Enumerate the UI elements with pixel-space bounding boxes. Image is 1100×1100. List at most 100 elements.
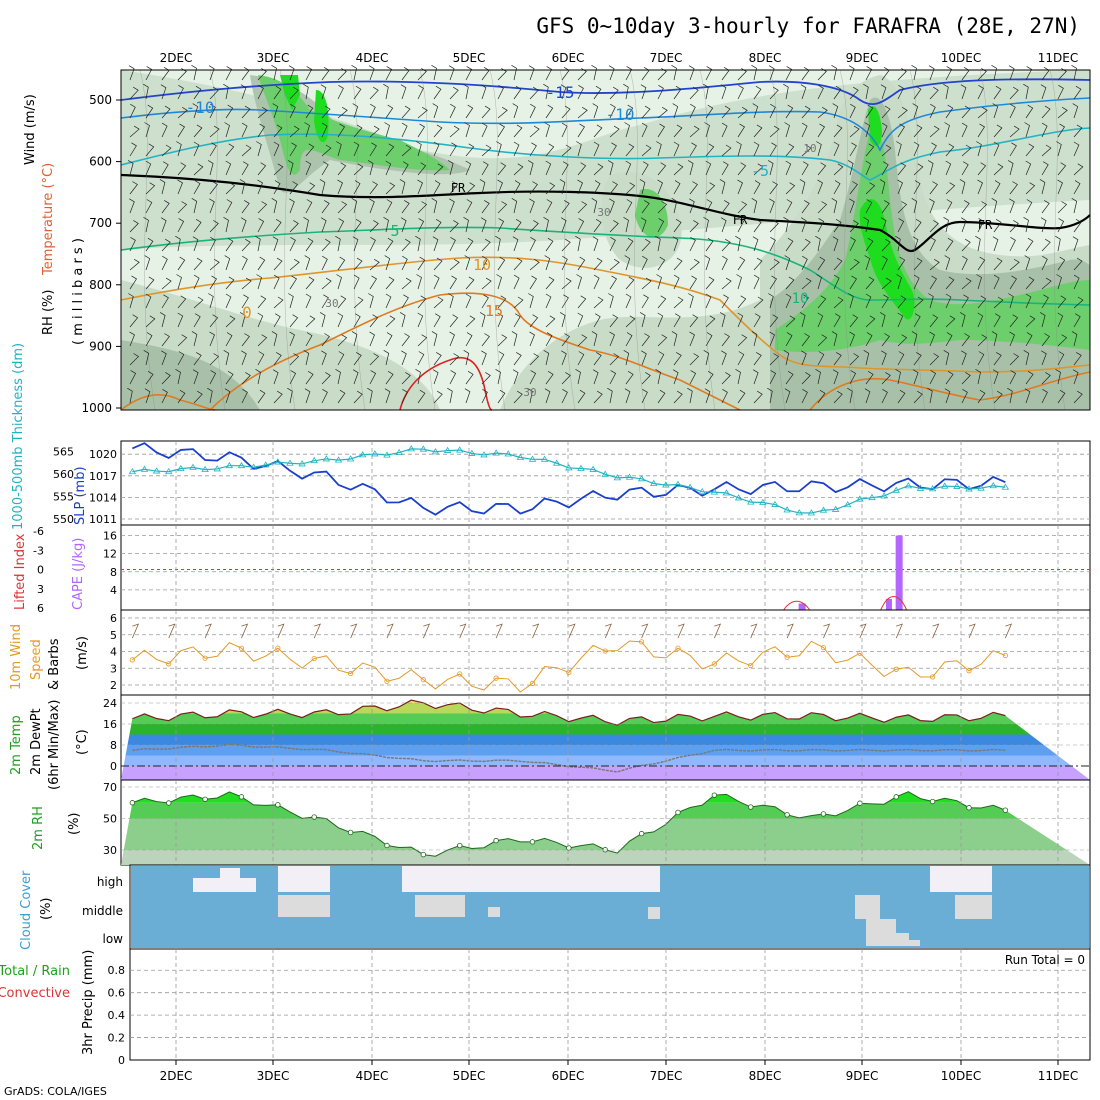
wind-speed-line	[132, 640, 1006, 693]
wind-barb	[193, 352, 202, 366]
wind-barb	[321, 388, 328, 404]
wind-barb	[625, 160, 632, 176]
wind-barb	[465, 143, 475, 157]
wind-barb	[257, 389, 266, 404]
wind-barb	[944, 388, 951, 404]
wind-barb	[993, 313, 1001, 328]
wind-speed-marker	[966, 668, 972, 674]
wind-barb	[577, 84, 584, 100]
wind-barb	[593, 180, 601, 195]
wind-barb	[497, 84, 504, 100]
wind-barb	[273, 313, 281, 328]
precip-tick-label: 0.4	[108, 1009, 126, 1022]
wind-speed-marker	[566, 669, 572, 676]
wind-barb	[929, 142, 937, 157]
wind-barb	[401, 144, 412, 157]
wind-barb	[945, 199, 953, 214]
wind-barb	[353, 274, 360, 290]
rh-marker	[420, 851, 427, 858]
wind-barb	[337, 295, 347, 309]
wind-barb	[977, 123, 985, 138]
slp-axis: 1020 1017 1014 1011 565 560 555 550	[53, 446, 117, 527]
rh-marker	[820, 811, 827, 817]
wind-barb	[145, 332, 153, 347]
cloud-axis: high middle low	[82, 875, 123, 946]
wind-barb	[911, 64, 917, 81]
wind-barb	[273, 390, 283, 404]
wind-barb	[673, 141, 680, 157]
wind-barb	[433, 163, 444, 176]
thickness-marker	[674, 480, 682, 487]
bottom-day-label: 10DEC	[941, 1069, 981, 1083]
thickness-marker	[553, 459, 561, 466]
wind-barb	[497, 123, 505, 138]
wind-barb	[671, 64, 677, 81]
wind-barb	[193, 296, 204, 309]
cape-tick-label: 8	[110, 566, 117, 579]
thickness-marker	[140, 465, 149, 472]
wind-barb	[336, 274, 342, 290]
wind-barb	[752, 103, 759, 119]
contour-label: 30	[523, 386, 536, 399]
wind-barb	[465, 237, 474, 252]
wind-barb	[673, 390, 683, 404]
wind-barb	[848, 65, 855, 81]
wind-barb	[593, 163, 604, 176]
pressure-axis: 500 600 700 800 900 1000	[81, 93, 121, 415]
rh-band	[121, 850, 1090, 865]
wind-barb	[623, 83, 629, 100]
wind-barb	[1025, 143, 1035, 157]
wind-barb	[1025, 237, 1034, 252]
wind-barb	[769, 258, 780, 271]
wind-barb	[209, 258, 220, 271]
wind-barb	[832, 103, 839, 119]
wind-barb	[257, 68, 267, 81]
wind-barb	[513, 85, 522, 100]
thickness-marker	[625, 473, 634, 480]
wind-barb	[705, 370, 714, 385]
wind-speed-marker	[820, 644, 827, 651]
bottom-day-label: 8DEC	[749, 1069, 782, 1083]
wind-barb	[385, 293, 392, 309]
wind-barb	[1009, 181, 1018, 195]
isotherm-line	[809, 371, 1091, 411]
wind-barb	[545, 315, 556, 328]
wind-barb	[225, 143, 235, 157]
wind-barb	[817, 334, 828, 347]
rh-contour-line	[139, 69, 156, 411]
wind-barb	[817, 179, 823, 195]
wind-barb	[417, 68, 427, 81]
rh-grid	[121, 780, 1090, 865]
wind-barb	[177, 123, 185, 138]
thickness-marker	[225, 461, 234, 469]
wind-barb	[913, 163, 924, 176]
wind-speed-marker	[275, 645, 281, 651]
wind-barb	[641, 144, 652, 157]
wind-speed-marker	[1002, 652, 1008, 659]
wind-barb	[977, 106, 988, 119]
rh-contour-line	[349, 69, 366, 411]
wind-barb	[369, 125, 380, 138]
wind-barb	[929, 370, 937, 385]
wind-barb	[241, 350, 247, 366]
thickness-marker	[807, 509, 816, 516]
wind-barb	[657, 106, 668, 119]
wind-barb	[959, 312, 966, 328]
thickness-marker	[637, 475, 646, 482]
wind-barb	[1056, 274, 1062, 290]
temp-axis: 24 16 8 0	[103, 697, 117, 773]
wind-barb	[1039, 179, 1046, 195]
wind-barb	[431, 331, 438, 347]
wind-barb	[929, 125, 940, 138]
wind-barb	[369, 331, 375, 347]
wind-barb	[321, 200, 330, 214]
wind-barb	[337, 351, 345, 366]
wind-barb	[449, 198, 455, 214]
wind-speed-marker	[857, 650, 863, 656]
wind-barb	[208, 65, 215, 81]
wind-barb	[161, 294, 169, 309]
wind-barb-10m	[459, 623, 467, 639]
wind-barb	[992, 236, 999, 252]
wind-barb	[337, 201, 348, 214]
wind-barb	[865, 182, 876, 195]
